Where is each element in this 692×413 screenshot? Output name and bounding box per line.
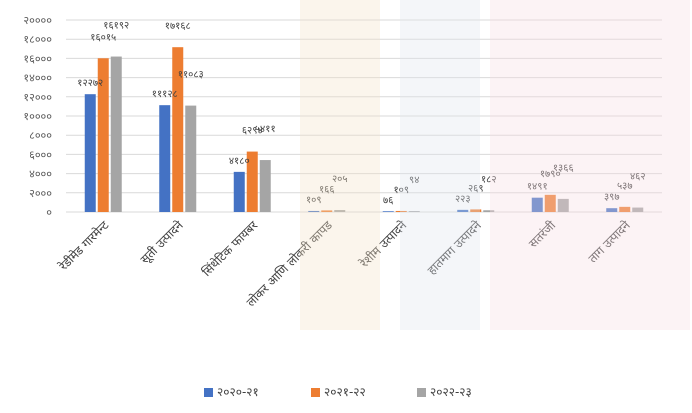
legend-swatch [311,388,320,397]
x-tick-label: सूती उत्पादने [138,218,187,267]
data-label: १७१६८ [165,21,191,32]
data-label: २०५ [332,174,348,185]
bar [321,210,333,212]
legend-label: २०२१-२२ [324,385,366,399]
data-label: १४९१ [527,182,548,193]
data-label: ४६२ [630,172,646,183]
legend: २०२०-२१ २०२१-२२ २०२२-२३ [204,385,472,399]
data-label: ९४ [409,175,419,186]
data-label: १६६ [319,184,335,195]
bar [544,194,556,212]
bar [246,151,258,212]
bar [457,209,469,212]
bar [185,105,197,212]
y-tick-label: ० [46,206,52,219]
y-tick-label: ६००० [29,148,52,161]
bar [233,171,245,212]
data-label: १६१९२ [103,21,129,32]
data-label: १०९ [393,185,409,196]
y-tick-label: ४००० [29,168,52,181]
y-tick-label: ८००० [29,129,52,142]
bar [408,211,420,212]
y-tick-label: २००० [29,187,52,200]
data-label: १७९० [540,169,561,180]
bar [84,94,96,212]
bar [172,47,184,213]
data-label: १०९ [306,195,322,206]
y-axis-ticks: ० २००० ४००० ६००० ८००० १०००० १२००० १४००० १६००० १८०… [23,14,52,219]
legend-swatch [417,388,426,397]
y-tick-label: १४००० [23,72,52,85]
bar [557,198,569,212]
bar [97,58,109,213]
bar [483,210,495,212]
bar [470,209,482,212]
data-label: १३६६ [553,163,574,174]
y-tick-label: २०००० [23,14,52,27]
data-label: १११२८ [152,89,178,100]
legend-swatch [204,388,213,397]
y-tick-label: १६००० [23,52,52,65]
data-label: २२३ [455,194,471,205]
bars [84,47,644,213]
bar [259,160,271,212]
y-tick-label: १२००० [23,91,52,104]
bar [334,210,346,212]
data-label: ६२९४ [242,126,263,137]
y-tick-label: १०००० [23,110,52,123]
bar [531,197,543,212]
data-label: ३९७ [604,192,620,203]
data-label: ५३७ [617,181,633,192]
data-label: १२२७२ [77,78,103,89]
background-shape [400,0,480,330]
bar [619,206,631,212]
bar [606,208,618,212]
background-shape [300,0,380,330]
bar [110,56,122,213]
y-tick-label: १८००० [23,33,52,46]
data-label: ७६ [383,195,393,206]
data-label: ११०८३ [178,70,204,81]
data-label: २६९ [468,183,484,194]
legend-label: २०२२-२३ [430,385,472,399]
data-label: ४१८० [229,156,250,167]
background-shape [490,0,690,330]
data-label: १८२ [481,174,497,185]
data-label: १६०१५ [90,32,116,43]
bar [308,210,320,212]
bar [382,211,394,212]
data-label: ५४११ [255,124,276,135]
bar [632,207,644,212]
bar [159,105,171,212]
x-tick-label: रेडीमेड गारमेन्ट [56,218,112,274]
bar [395,210,407,212]
x-tick-label: सिंथेटिक फायबर [199,217,261,279]
legend-label: २०२०-२१ [217,385,259,399]
